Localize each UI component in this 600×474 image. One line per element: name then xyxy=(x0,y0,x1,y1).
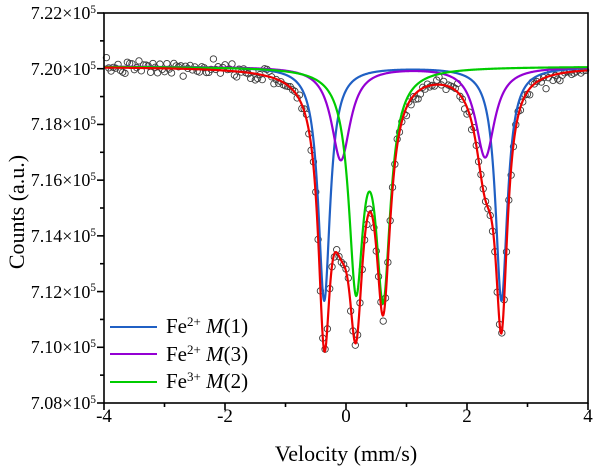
legend-line-sample xyxy=(110,353,157,356)
data-point xyxy=(253,74,262,83)
data-points xyxy=(102,53,590,353)
legend-entry-fe2-m3: Fe2+ M(3) xyxy=(110,341,248,369)
data-point xyxy=(179,72,187,80)
x-tick-label: 0 xyxy=(341,406,351,427)
y-tick-label: 7.16×105 xyxy=(30,170,96,191)
legend-entry-fe2-m1: Fe2+ M(1) xyxy=(110,313,248,341)
legend-line-sample xyxy=(110,325,157,328)
axes-frame xyxy=(97,12,589,410)
y-tick-label: 7.22×105 xyxy=(30,3,96,23)
legend: Fe2+ M(1) Fe2+ M(3) Fe3+ M(2) xyxy=(110,313,248,396)
data-point xyxy=(135,57,143,65)
legend-line-sample xyxy=(110,380,157,383)
y-tick-label: 7.14×105 xyxy=(30,225,96,246)
data-point xyxy=(554,75,562,83)
data-point xyxy=(412,95,420,103)
data-point xyxy=(246,74,255,83)
component-curve-fe3-m2 xyxy=(103,65,589,305)
data-point xyxy=(270,80,278,88)
y-tick-label: 7.12×105 xyxy=(30,281,96,302)
data-point xyxy=(288,86,297,94)
data-point xyxy=(379,317,387,325)
y-tick-label: 7.18×105 xyxy=(30,114,96,135)
y-axis-title: Counts (a.u.) xyxy=(4,154,29,270)
data-point xyxy=(153,69,162,77)
x-axis-title: Velocity (mm/s) xyxy=(274,441,418,466)
data-point xyxy=(530,80,539,88)
data-point xyxy=(146,68,155,76)
legend-entry-fe3-m2: Fe3+ M(2) xyxy=(110,368,248,396)
data-point xyxy=(228,60,236,68)
data-point xyxy=(121,69,129,77)
data-point xyxy=(458,95,466,103)
data-point xyxy=(209,55,218,63)
legend-label: Fe3+ M(2) xyxy=(166,369,249,394)
data-point xyxy=(167,69,176,77)
y-tick-label: 7.20×105 xyxy=(30,58,96,79)
data-point xyxy=(414,95,422,103)
data-point xyxy=(291,87,299,95)
data-point xyxy=(258,75,266,84)
y-tick-label: 7.08×105 xyxy=(30,393,96,413)
y-tick-label: 7.10×105 xyxy=(30,337,96,358)
data-point xyxy=(340,260,348,269)
legend-label: Fe2+ M(3) xyxy=(166,341,249,366)
data-point xyxy=(542,85,550,93)
x-tick-label: -2 xyxy=(217,406,233,427)
data-point xyxy=(409,93,418,101)
x-tick-label: -4 xyxy=(96,406,112,427)
data-point xyxy=(233,73,241,81)
x-tick-label: 4 xyxy=(583,406,593,427)
fit-curve-total xyxy=(103,66,589,353)
data-point xyxy=(251,76,259,84)
x-tick-label: 2 xyxy=(462,406,472,427)
legend-label: Fe2+ M(1) xyxy=(166,314,249,339)
